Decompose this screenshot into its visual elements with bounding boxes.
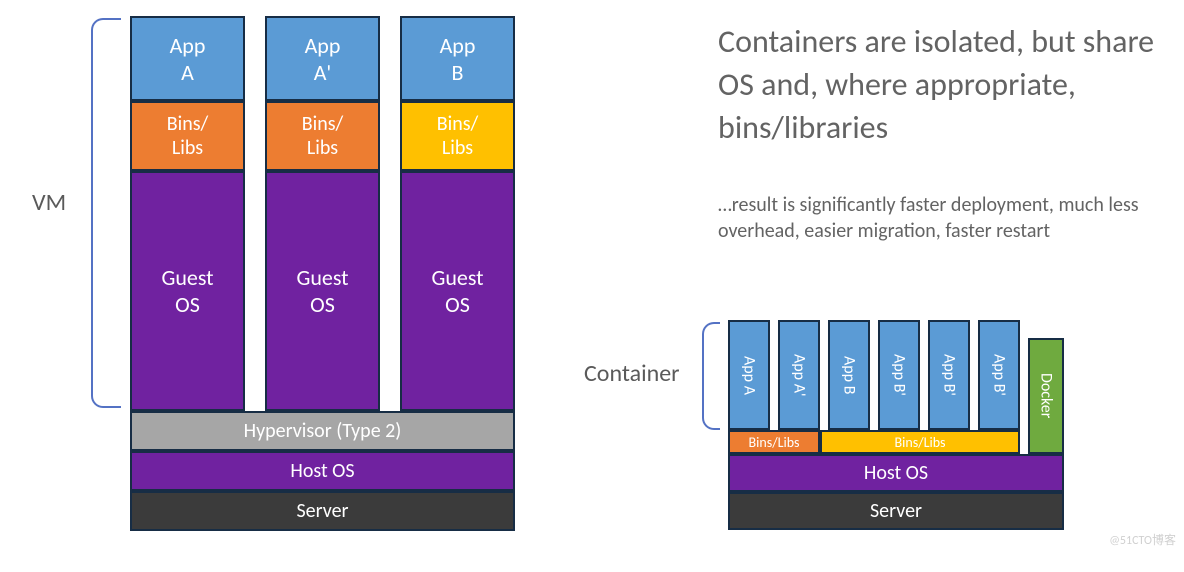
vm-bins-0: Bins/ Libs [130,101,245,171]
container-bins-1: Bins/Libs [728,430,820,454]
container-app-4: App B' [928,320,970,430]
vm-app-2: App B [400,16,515,101]
container-brace [702,322,720,430]
vm-label: VM [32,188,66,217]
vm-app-0: App A [130,16,245,101]
vm-hypervisor: Hypervisor (Type 2) [130,411,515,451]
container-label: Container [584,359,680,388]
vm-brace [91,18,121,408]
vm-guest-os-2: Guest OS [400,171,515,411]
vm-app-1: App A' [265,16,380,101]
container-app-1: App A' [778,320,820,430]
vm-guest-os-1: Guest OS [265,171,380,411]
subtext: …result is significantly faster deployme… [718,192,1148,244]
container-app-3: App B' [878,320,920,430]
container-bins-2: Bins/Libs [820,430,1020,454]
vm-server: Server [130,491,515,531]
container-server: Server [728,492,1064,530]
vm-bins-2: Bins/ Libs [400,101,515,171]
container-app-0: App A [728,320,770,430]
container-app-5: App B' [978,320,1020,430]
container-docker: Docker [1028,338,1064,454]
watermark: @51CTO博客 [1109,531,1176,548]
vm-bins-1: Bins/ Libs [265,101,380,171]
container-app-2: App B [828,320,870,430]
vm-guest-os-0: Guest OS [130,171,245,411]
headline-text: Containers are isolated, but share OS an… [718,20,1158,150]
container-host-os: Host OS [728,454,1064,492]
vm-host-os: Host OS [130,451,515,491]
